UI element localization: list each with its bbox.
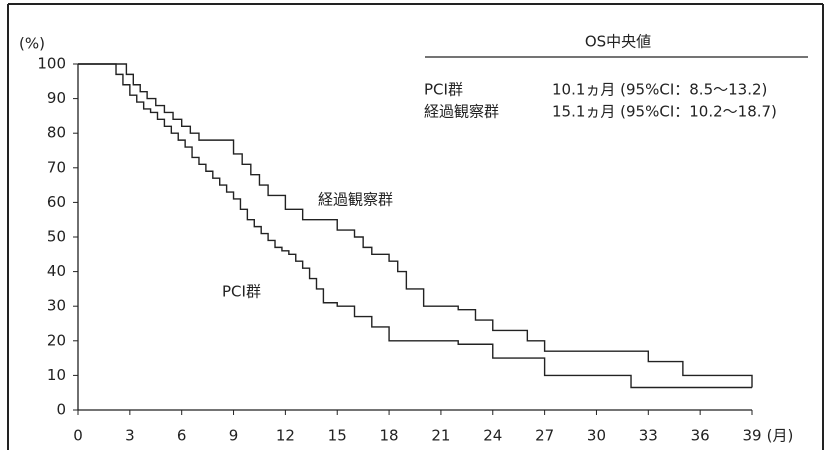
y-tick-label: 70 <box>47 158 66 176</box>
survival-curve <box>78 63 752 389</box>
x-tick-label: 3 <box>125 427 135 445</box>
y-axis-label: (%) <box>19 35 45 53</box>
y-tick-label: 40 <box>47 262 66 280</box>
x-tick-label: 9 <box>229 427 239 445</box>
x-tick-label: 39 <box>742 427 761 445</box>
table-cell: 経過観察群 <box>424 103 499 121</box>
x-tick-label: 6 <box>177 427 187 445</box>
y-tick-label: 80 <box>47 124 66 142</box>
series-label: PCI群 <box>222 283 261 301</box>
x-tick-label: 33 <box>639 427 658 445</box>
x-tick-label: 12 <box>276 427 295 445</box>
x-tick-label: 21 <box>431 427 450 445</box>
x-tick-label: 15 <box>328 427 347 445</box>
x-tick-label: 24 <box>483 427 502 445</box>
y-tick-label: 90 <box>47 89 66 107</box>
table-title: OS中央値 <box>585 33 651 51</box>
survival-curve <box>78 63 753 388</box>
table-cell: 15.1ヵ月 (95%CI：10.2〜18.7) <box>552 103 777 121</box>
table-cell: 10.1ヵ月 (95%CI：8.5〜13.2) <box>552 81 767 99</box>
x-tick-label: 18 <box>380 427 399 445</box>
x-tick-label: 36 <box>691 427 710 445</box>
y-tick-label: 20 <box>47 331 66 349</box>
y-tick-label: 100 <box>37 55 66 73</box>
table-cell: PCI群 <box>424 81 463 99</box>
x-tick-label: 0 <box>73 427 83 445</box>
x-axis-label: (月) <box>767 427 794 445</box>
y-tick-label: 60 <box>47 193 66 211</box>
y-tick-label: 30 <box>47 297 66 315</box>
y-tick-label: 50 <box>47 228 66 246</box>
y-tick-label: 10 <box>47 366 66 384</box>
y-tick-label: 0 <box>56 401 66 419</box>
x-tick-label: 30 <box>587 427 606 445</box>
x-tick-label: 27 <box>535 427 554 445</box>
series-label: 経過観察群 <box>318 191 393 209</box>
